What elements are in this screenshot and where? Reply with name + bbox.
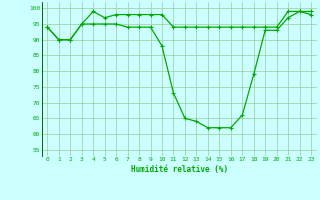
- X-axis label: Humidité relative (%): Humidité relative (%): [131, 165, 228, 174]
